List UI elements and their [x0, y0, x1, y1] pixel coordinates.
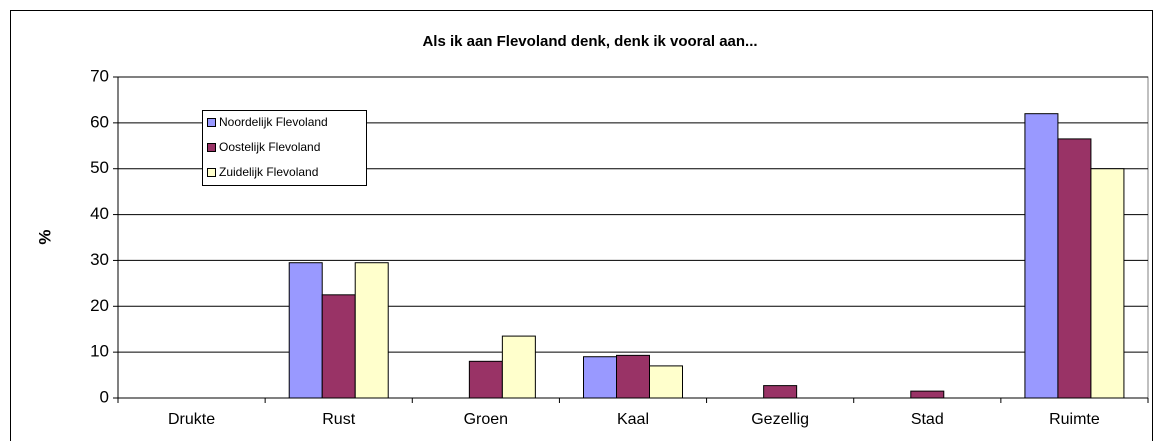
legend-box: [202, 110, 367, 186]
bar: [501, 335, 536, 399]
bar: [910, 390, 945, 399]
bar: [763, 385, 798, 399]
y-tick-label: 30: [90, 250, 109, 269]
bar: [1057, 138, 1092, 399]
x-tick-label: Kaal: [617, 411, 649, 428]
legend-label: Noordelijk Flevoland: [219, 115, 328, 129]
x-tick-label: Ruimte: [1049, 411, 1100, 428]
y-tick-label: 0: [100, 387, 109, 406]
bar: [468, 360, 503, 399]
bar: [583, 356, 617, 399]
legend-label: Oostelijk Flevoland: [219, 140, 320, 154]
legend-swatch: [207, 118, 216, 127]
chart-title: Als ik aan Flevoland denk, denk ik voora…: [422, 33, 757, 50]
bar: [288, 262, 323, 399]
bar: [354, 262, 389, 399]
y-tick-label: 50: [90, 158, 109, 177]
bar: [1090, 168, 1125, 399]
x-tick-label: Stad: [911, 411, 944, 428]
legend-label: Zuidelijk Flevoland: [219, 165, 318, 179]
y-tick-label: 60: [90, 112, 109, 131]
y-tick-label: 40: [90, 204, 109, 223]
x-tick-label: Gezellig: [751, 411, 809, 428]
legend-swatch: [207, 143, 216, 152]
x-tick-label: Groen: [464, 411, 508, 428]
bar: [616, 354, 650, 399]
x-tick-label: Drukte: [168, 411, 215, 428]
x-tick-label: Rust: [322, 411, 355, 428]
legend-swatch: [207, 168, 216, 177]
y-tick-label: 20: [90, 296, 109, 315]
bar: [1024, 113, 1059, 399]
y-tick-label: 70: [90, 66, 109, 85]
bar: [649, 365, 683, 399]
bar: [321, 294, 356, 399]
y-tick-label: 10: [90, 342, 109, 361]
y-axis-label: %: [35, 229, 54, 244]
